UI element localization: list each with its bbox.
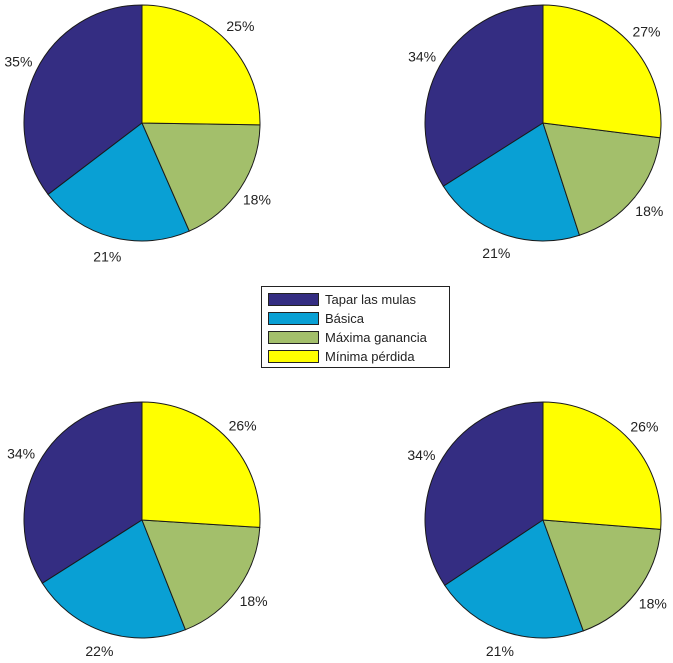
legend-swatch [268, 312, 319, 325]
pie-slice-basica [41, 519, 187, 639]
legend-label: Máxima ganancia [325, 330, 427, 345]
percent-label-basica: 21% [486, 643, 514, 659]
percent-label-basica: 21% [93, 249, 121, 265]
pie-slice-tapar-las-mulas [23, 401, 143, 584]
percent-label-basica: 21% [482, 245, 510, 261]
pie-slice-tapar-las-mulas [424, 4, 544, 187]
percent-label-tapar-las-mulas: 34% [408, 49, 436, 65]
legend-label: Mínima pérdida [325, 349, 415, 364]
pie-slice-basica [442, 122, 581, 242]
legend: Tapar las mulas Básica Máxima ganancia M… [261, 286, 450, 368]
pie-chart-bottom-right: 34% 21% 18% 26% [407, 401, 667, 659]
percent-label-maxima-ganancia: 18% [635, 203, 663, 219]
pie-slice-maxima-ganancia [141, 519, 261, 631]
percent-label-basica: 22% [85, 643, 113, 659]
percent-label-minima-perdida: 26% [229, 418, 257, 434]
pie-slice-minima-perdida [141, 4, 261, 126]
percent-label-minima-perdida: 27% [632, 24, 660, 40]
percent-label-tapar-las-mulas: 34% [7, 446, 35, 462]
pie-chart-bottom-left: 34% 22% 18% 26% [7, 401, 268, 659]
percent-label-tapar-las-mulas: 35% [4, 54, 32, 70]
pie-chart-top-right: 34% 21% 18% 27% [408, 4, 663, 261]
pie-slice-maxima-ganancia [542, 519, 662, 632]
legend-swatch [268, 331, 319, 344]
pie-slice-tapar-las-mulas [23, 4, 143, 196]
legend-swatch [268, 293, 319, 306]
pie-slice-minima-perdida [542, 401, 662, 530]
percent-label-maxima-ganancia: 18% [240, 593, 268, 609]
legend-item-minima-perdida: Mínima pérdida [268, 347, 443, 366]
legend-label: Tapar las mulas [325, 292, 417, 307]
pie-slice-minima-perdida [542, 4, 662, 139]
legend-label: Básica [325, 311, 365, 326]
pie-slice-maxima-ganancia [141, 122, 261, 232]
legend-item-basica: Básica [268, 309, 443, 328]
legend-swatch [268, 350, 319, 363]
pie-chart-top-left: 35% 21% 18% 25% [4, 4, 271, 265]
percent-label-maxima-ganancia: 18% [243, 191, 271, 207]
percent-label-minima-perdida: 25% [226, 18, 254, 34]
percent-label-minima-perdida: 26% [630, 418, 658, 434]
pie-slice-maxima-ganancia [542, 122, 661, 236]
percent-label-maxima-ganancia: 18% [639, 596, 667, 612]
pie-slice-minima-perdida [141, 401, 261, 528]
pie-slice-basica [444, 519, 585, 639]
percent-label-tapar-las-mulas: 34% [407, 447, 435, 463]
legend-item-tapar-las-mulas: Tapar las mulas [268, 290, 443, 309]
legend-item-maxima-ganancia: Máxima ganancia [268, 328, 443, 347]
pie-slice-basica [47, 122, 190, 242]
